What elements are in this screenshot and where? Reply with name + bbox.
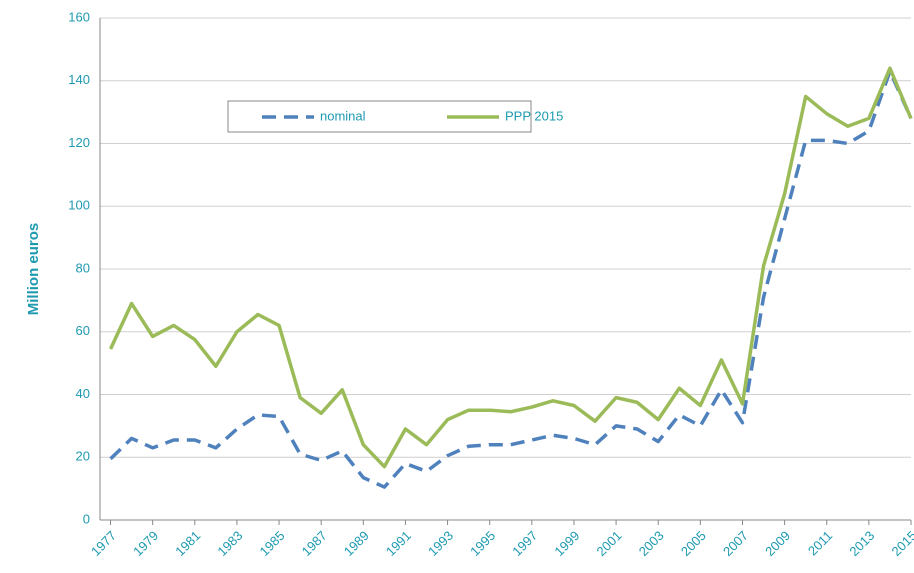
y-tick-label: 80 bbox=[76, 260, 90, 275]
legend-label: nominal bbox=[320, 108, 366, 123]
x-tick-label: 1991 bbox=[383, 528, 414, 559]
y-tick-label: 60 bbox=[76, 323, 90, 338]
x-tick-label: 1981 bbox=[172, 528, 203, 559]
x-tick-label: 2007 bbox=[720, 528, 751, 559]
x-tick-label: 1979 bbox=[130, 528, 161, 559]
x-tick-label: 1995 bbox=[467, 528, 498, 559]
legend: nominal PPP 2015 bbox=[227, 100, 563, 133]
x-tick-label: 2009 bbox=[762, 528, 793, 559]
y-tick-label: 100 bbox=[68, 198, 90, 213]
x-tick-label: 2011 bbox=[805, 528, 835, 558]
x-tick-label: 1997 bbox=[509, 528, 540, 559]
x-tick-label: 2013 bbox=[846, 528, 877, 559]
x-tick-label: 1999 bbox=[551, 528, 582, 559]
x-tick-label: 2003 bbox=[636, 528, 667, 559]
legend-label: PPP 2015 bbox=[505, 108, 563, 123]
x-tick-label: 1993 bbox=[425, 528, 456, 559]
x-tick-label: 2015 bbox=[888, 528, 914, 559]
y-tick-label: 0 bbox=[83, 511, 90, 526]
x-tick-label: 1985 bbox=[257, 528, 288, 559]
line-series bbox=[108, 66, 913, 469]
y-tick-label: 120 bbox=[68, 135, 90, 150]
y-tick-label: 40 bbox=[76, 386, 90, 401]
x-tick-label: 1977 bbox=[88, 528, 119, 559]
x-tick-label: 2001 bbox=[594, 528, 625, 559]
y-axis-label: Million euros bbox=[25, 223, 42, 316]
line-series bbox=[109, 69, 913, 489]
x-tick-label: 1987 bbox=[299, 528, 330, 559]
y-tick-label: 20 bbox=[76, 449, 90, 464]
x-tick-label: 1983 bbox=[214, 528, 245, 559]
y-tick-label: 160 bbox=[68, 9, 90, 24]
x-tick-label: 2005 bbox=[678, 528, 709, 559]
y-tick-label: 140 bbox=[68, 72, 90, 87]
x-tick-label: 1989 bbox=[341, 528, 372, 559]
